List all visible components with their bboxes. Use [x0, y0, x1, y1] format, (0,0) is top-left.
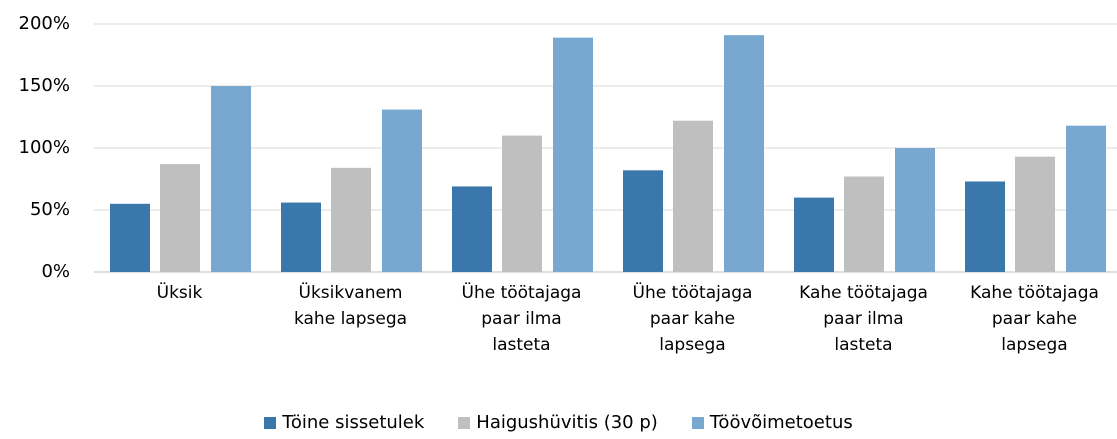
legend-swatch	[458, 416, 471, 429]
y-tick-label: 0%	[41, 261, 70, 282]
legend-swatch	[691, 416, 704, 429]
x-tick-label: Ühe töötajaga paar kahe lapsega	[632, 283, 753, 355]
x-tick-label: Kahe töötajaga paar ilma lasteta	[799, 283, 928, 355]
bar	[110, 203, 150, 272]
y-tick-label: 150%	[19, 75, 70, 96]
bar	[331, 167, 371, 272]
x-tick-label: Ühe töötajaga paar ilma lasteta	[461, 283, 582, 355]
bar	[623, 170, 663, 272]
bar	[1066, 125, 1106, 273]
bar	[160, 164, 200, 272]
bar	[965, 181, 1005, 272]
x-tick-label: Kahe töötajaga paar kahe lapsega	[970, 283, 1099, 355]
legend-item: Töine sissetulek	[264, 412, 424, 433]
y-tick-label: 200%	[19, 13, 70, 34]
legend-label: Töine sissetulek	[282, 412, 425, 433]
legend-swatch	[264, 416, 277, 429]
bar	[382, 109, 422, 272]
x-tick-label: Üksikvanem kahe lapsega	[293, 283, 408, 329]
bar	[452, 186, 492, 272]
bar	[673, 120, 713, 272]
bar	[553, 37, 593, 272]
bar	[211, 86, 251, 272]
x-tick-label: Üksik	[156, 283, 203, 303]
legend-label: Haigushüvitis (30 p)	[476, 412, 658, 433]
legend-label: Töövõimetoetus	[709, 412, 853, 433]
y-tick-label: 50%	[30, 199, 70, 220]
bar	[794, 197, 834, 272]
bar	[895, 148, 935, 272]
bar	[724, 35, 764, 272]
bar	[502, 135, 542, 272]
legend-item: Töövõimetoetus	[691, 412, 853, 433]
y-tick-label: 100%	[19, 137, 70, 158]
bar	[281, 202, 321, 272]
legend: Töine sissetulek Haigushüvitis (30 p) Tööv…	[0, 412, 1117, 433]
legend-item: Haigushüvitis (30 p)	[458, 412, 658, 433]
bar	[844, 176, 884, 272]
bar	[1015, 156, 1055, 272]
